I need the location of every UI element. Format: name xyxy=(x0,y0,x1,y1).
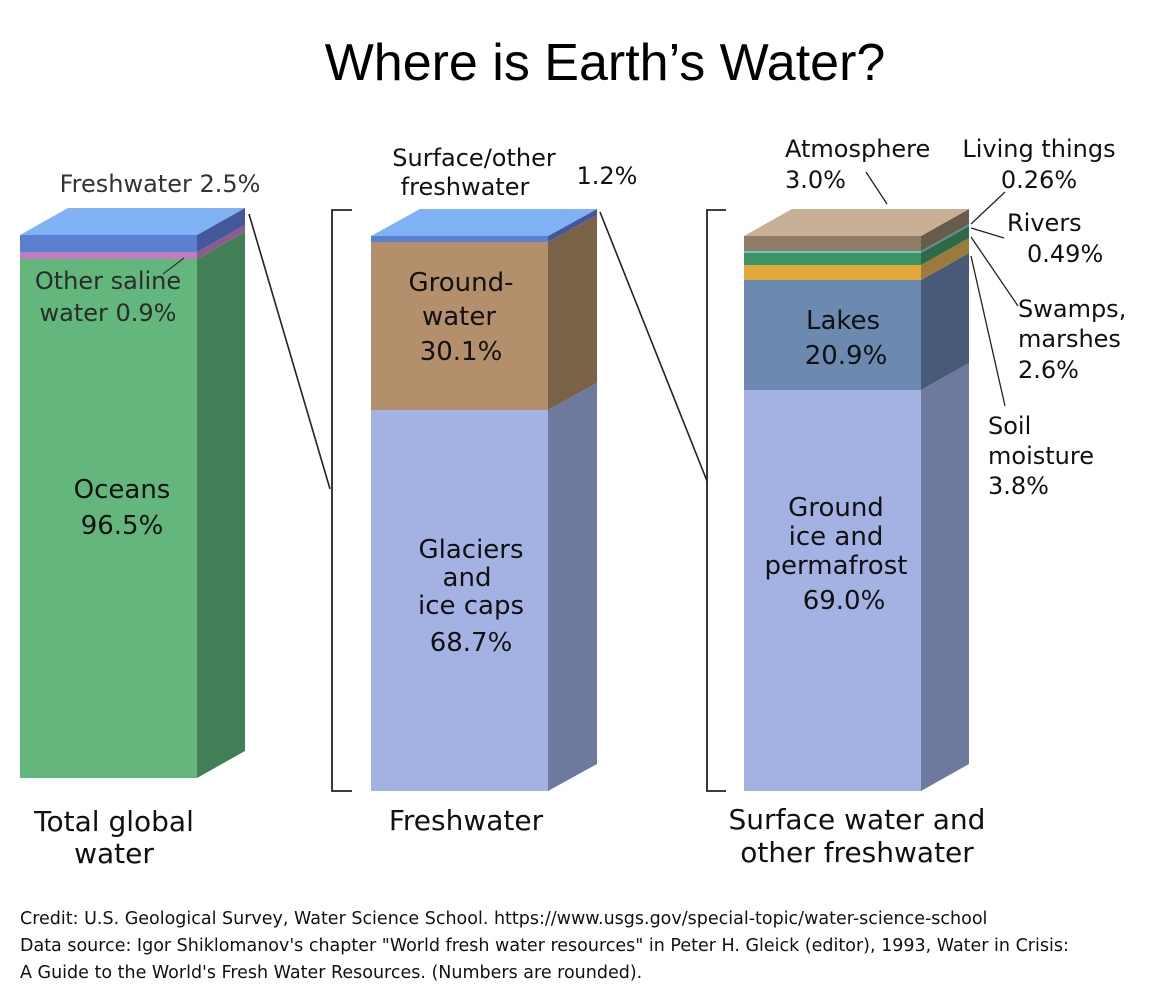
label-permafrost-4: 69.0% xyxy=(803,586,886,616)
label-glaciers-3: ice caps xyxy=(418,591,524,621)
segment-lakes xyxy=(744,280,921,390)
leader-line-saline xyxy=(162,257,185,275)
axis-label-total-global-2: water xyxy=(74,837,154,870)
leader-line-atmosphere xyxy=(865,171,888,205)
segment-atmosphere-side xyxy=(921,209,969,251)
segment-surface-other xyxy=(371,236,548,242)
axis-label-surface-water-1: Surface water and xyxy=(729,803,986,836)
leader-line-living-things xyxy=(970,191,1006,225)
label-groundwater-1: Ground- xyxy=(408,268,513,298)
bar-top-surface-other xyxy=(371,209,597,236)
label-permafrost-1: Ground xyxy=(788,493,884,523)
bar-total-global-water xyxy=(20,208,245,778)
segment-surface-other-side xyxy=(548,209,597,242)
label-oceans-2: 96.5% xyxy=(81,511,164,541)
label-soil-moisture-1: Soil xyxy=(988,412,1031,440)
axis-label-freshwater: Freshwater xyxy=(389,804,544,837)
segment-groundwater-side xyxy=(548,215,597,410)
segment-swamps xyxy=(744,253,921,265)
label-soil-moisture-3: 3.8% xyxy=(988,472,1049,500)
axis-label-surface-water-2: other freshwater xyxy=(740,836,974,869)
segment-soil-moisture xyxy=(744,265,921,280)
label-atmosphere-1: Atmosphere xyxy=(785,135,930,163)
label-other-saline-2: water 0.9% xyxy=(40,299,177,327)
segment-oceans xyxy=(20,259,197,778)
label-surface-other-pct: 1.2% xyxy=(577,162,638,190)
label-freshwater-2-5: Freshwater 2.5% xyxy=(60,170,261,198)
segment-other-saline xyxy=(20,252,197,259)
label-lakes-1: Lakes xyxy=(806,306,880,336)
segment-atmosphere xyxy=(744,236,921,251)
label-lakes-2: 20.9% xyxy=(805,341,888,371)
label-soil-moisture-2: moisture xyxy=(988,442,1094,470)
axis-label-total-global-1: Total global xyxy=(33,805,194,838)
label-swamps-3: 2.6% xyxy=(1018,356,1079,384)
segment-glaciers xyxy=(371,410,548,791)
label-surface-other-1: Surface/other xyxy=(392,144,556,172)
leader-line-swamps xyxy=(970,236,1019,307)
bracket-surface-water xyxy=(706,209,726,792)
label-living-things-2: 0.26% xyxy=(1001,166,1077,194)
credit-line-3: A Guide to the World's Fresh Water Resou… xyxy=(20,963,642,983)
connector-line-1 xyxy=(248,213,331,490)
label-living-things-1: Living things xyxy=(962,135,1115,163)
segment-permafrost-side xyxy=(921,363,969,791)
credit-line-2: Data source: Igor Shiklomanov's chapter … xyxy=(20,936,1069,956)
label-other-saline-1: Other saline xyxy=(35,267,181,295)
segment-rivers-side xyxy=(921,224,969,253)
segment-glaciers-side xyxy=(548,383,597,791)
segment-permafrost xyxy=(744,390,921,791)
segment-other-saline-side xyxy=(197,225,245,259)
bar-top-freshwater xyxy=(20,208,245,235)
credit-line-1: Credit: U.S. Geological Survey, Water Sc… xyxy=(20,909,987,929)
segment-swamps-side xyxy=(921,226,969,265)
label-atmosphere-2: 3.0% xyxy=(785,166,846,194)
label-groundwater-3: 30.1% xyxy=(420,337,503,367)
leader-line-soil-moisture xyxy=(970,255,1006,407)
segment-oceans-side xyxy=(197,232,245,778)
label-swamps-1: Swamps, xyxy=(1018,295,1126,323)
label-glaciers-4: 68.7% xyxy=(430,628,513,658)
label-surface-other-2: freshwater xyxy=(401,173,530,201)
label-glaciers-1: Glaciers xyxy=(418,535,523,565)
label-groundwater-2: water xyxy=(422,302,496,332)
segment-lakes-side xyxy=(921,253,969,390)
connector-line-2 xyxy=(599,211,708,482)
label-swamps-2: marshes xyxy=(1018,325,1121,353)
segment-groundwater xyxy=(371,242,548,410)
chart-title: Where is Earth’s Water? xyxy=(325,34,886,92)
bar-freshwater xyxy=(371,209,597,791)
label-glaciers-2: and xyxy=(443,563,492,593)
segment-freshwater-side xyxy=(197,208,245,252)
bar-surface-water xyxy=(744,209,969,791)
segment-rivers xyxy=(744,251,921,253)
segment-soil-moisture-side xyxy=(921,238,969,280)
label-permafrost-3: permafrost xyxy=(765,551,908,581)
bar-top-atmosphere xyxy=(744,209,969,236)
label-rivers-1: Rivers xyxy=(1007,209,1082,237)
bracket-freshwater xyxy=(331,209,352,792)
leader-line-rivers xyxy=(970,227,1005,239)
label-permafrost-2: ice and xyxy=(789,522,884,552)
segment-freshwater xyxy=(20,235,197,252)
label-oceans-1: Oceans xyxy=(74,475,171,505)
label-rivers-2: 0.49% xyxy=(1027,240,1103,268)
